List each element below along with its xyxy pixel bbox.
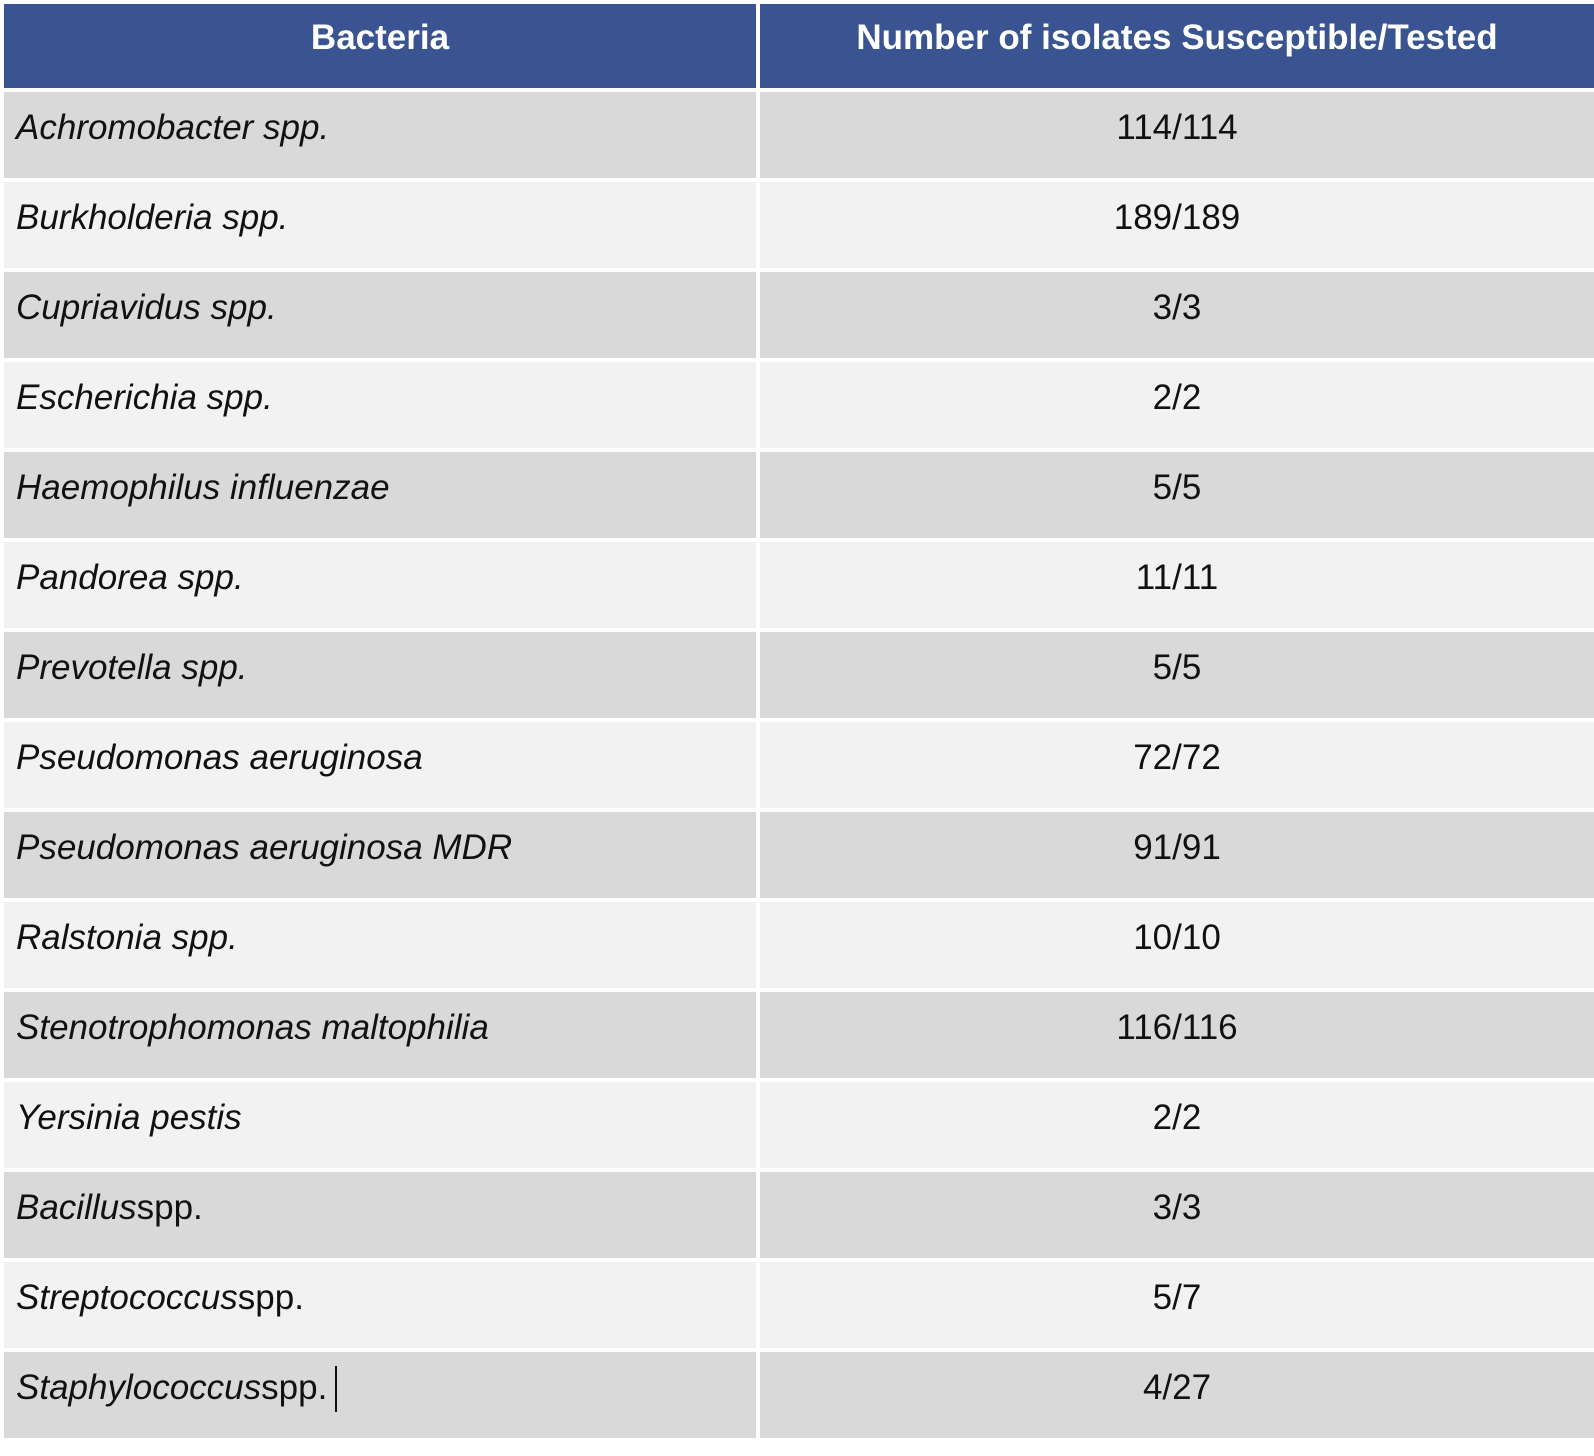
bacteria-name: Achromobacter spp. [16,108,330,147]
bacteria-name: Yersinia pestis [16,1098,242,1137]
table-row: Streptococcus spp. 5/7 [4,1262,1594,1348]
isolates-cell: 5/5 [760,452,1594,538]
table-row: Prevotella spp. 5/5 [4,632,1594,718]
bacteria-cell: Prevotella spp. [4,632,756,718]
table-row: Achromobacter spp. 114/114 [4,92,1594,178]
bacteria-name: Cupriavidus spp. [16,288,277,327]
bacteria-cell: Streptococcus spp. [4,1262,756,1348]
bacteria-name: Pseudomonas aeruginosa MDR [16,828,513,867]
text-cursor [335,1366,338,1412]
isolates-cell: 72/72 [760,722,1594,808]
bacteria-name: Pandorea spp. [16,558,244,597]
isolates-cell: 3/3 [760,272,1594,358]
isolates-cell: 11/11 [760,542,1594,628]
bacteria-cell: Bacillus spp. [4,1172,756,1258]
table-row: Pseudomonas aeruginosa MDR 91/91 [4,812,1594,898]
table-row: Yersinia pestis 2/2 [4,1082,1594,1168]
bacteria-name: Stenotrophomonas maltophilia [16,1008,489,1047]
isolates-cell: 2/2 [760,1082,1594,1168]
isolates-cell: 5/5 [760,632,1594,718]
table-row: Staphylococcus spp. 4/27 [4,1352,1594,1438]
bacteria-cell: Escherichia spp. [4,362,756,448]
bacteria-cell: Achromobacter spp. [4,92,756,178]
bacteria-name: Escherichia spp. [16,378,273,417]
table-row: Escherichia spp. 2/2 [4,362,1594,448]
bacteria-name: Ralstonia spp. [16,918,238,957]
bacteria-cell: Yersinia pestis [4,1082,756,1168]
bacteria-suffix: spp. [261,1368,328,1407]
table-row: Haemophilus influenzae 5/5 [4,452,1594,538]
table-row: Pandorea spp. 11/11 [4,542,1594,628]
bacteria-name: Prevotella spp. [16,648,248,687]
bacteria-cell: Haemophilus influenzae [4,452,756,538]
table-header-row: Bacteria Number of isolates Susceptible/… [4,4,1594,88]
header-bacteria: Bacteria [4,4,756,88]
bacteria-cell: Cupriavidus spp. [4,272,756,358]
susceptibility-table: Bacteria Number of isolates Susceptible/… [4,4,1594,1442]
header-isolates: Number of isolates Susceptible/Tested [760,4,1594,88]
bacteria-name: Burkholderia spp. [16,198,289,237]
bacteria-cell: Pseudomonas aeruginosa [4,722,756,808]
isolates-cell: 10/10 [760,902,1594,988]
bacteria-name: Pseudomonas aeruginosa [16,738,423,777]
bacteria-cell: Ralstonia spp. [4,902,756,988]
bacteria-cell: Burkholderia spp. [4,182,756,268]
isolates-cell: 189/189 [760,182,1594,268]
bacteria-cell: Pandorea spp. [4,542,756,628]
isolates-cell: 3/3 [760,1172,1594,1258]
table-row: Stenotrophomonas maltophilia 116/116 [4,992,1594,1078]
bacteria-name: Staphylococcus [16,1368,262,1407]
table-row: Pseudomonas aeruginosa 72/72 [4,722,1594,808]
isolates-cell: 114/114 [760,92,1594,178]
bacteria-name: Streptococcus [16,1278,238,1317]
bacteria-cell[interactable]: Staphylococcus spp. [4,1352,756,1438]
bacteria-name: Haemophilus influenzae [16,468,390,507]
bacteria-suffix: spp. [136,1188,203,1227]
bacteria-suffix: spp. [237,1278,304,1317]
table-row: Ralstonia spp. 10/10 [4,902,1594,988]
bacteria-name: Bacillus [16,1188,137,1227]
bacteria-cell: Stenotrophomonas maltophilia [4,992,756,1078]
isolates-cell: 5/7 [760,1262,1594,1348]
isolates-cell: 4/27 [760,1352,1594,1438]
isolates-cell: 2/2 [760,362,1594,448]
bacteria-cell: Pseudomonas aeruginosa MDR [4,812,756,898]
table-row: Cupriavidus spp. 3/3 [4,272,1594,358]
isolates-cell: 116/116 [760,992,1594,1078]
isolates-cell: 91/91 [760,812,1594,898]
table-row: Burkholderia spp. 189/189 [4,182,1594,268]
table-row: Bacillus spp. 3/3 [4,1172,1594,1258]
